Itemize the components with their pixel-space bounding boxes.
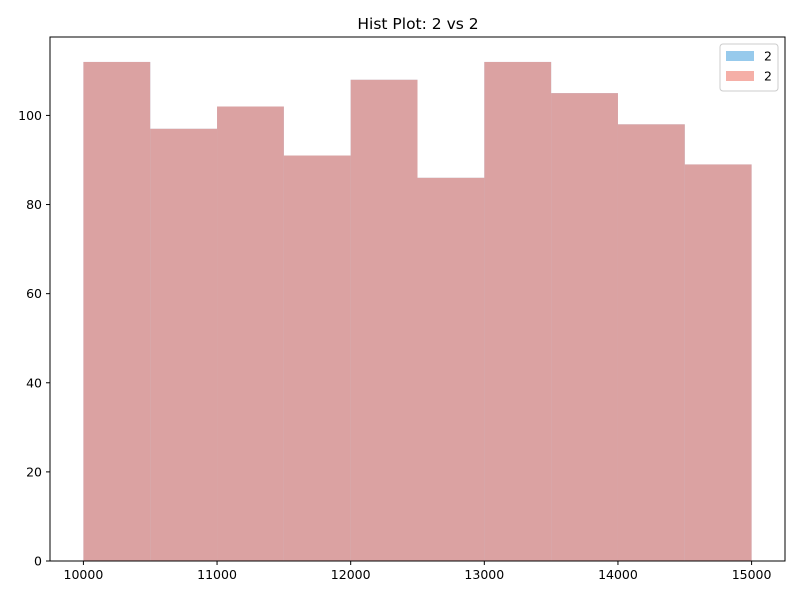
y-tick-label: 80 <box>26 197 42 212</box>
axes-layer: 10000 11000 12000 13000 14000 15000 0 20 40 60 80 1… <box>18 36 786 582</box>
x-tick-label: 11000 <box>197 567 237 582</box>
y-tick-label: 40 <box>26 375 42 390</box>
x-tick-label: 12000 <box>331 567 371 582</box>
y-tick-label: 100 <box>18 108 42 123</box>
x-tick-label: 13000 <box>464 567 504 582</box>
y-tick-label: 20 <box>26 464 42 479</box>
legend-swatch <box>726 71 754 81</box>
legend-label: 2 <box>764 69 772 84</box>
chart-title: Hist Plot: 2 vs 2 <box>357 15 478 33</box>
histogram-bar-series-2-bin-10 <box>684 164 752 562</box>
legend-swatch <box>726 51 754 61</box>
legend: 22 <box>719 43 779 92</box>
histogram-bar-series-2-bin-1 <box>83 61 151 561</box>
histogram-bar-series-2-bin-2 <box>150 128 218 561</box>
x-tick-label: 14000 <box>598 567 638 582</box>
histogram-bar-series-2-bin-6 <box>417 177 485 561</box>
histogram-bar-series-2-bin-4 <box>283 155 351 561</box>
histogram-bar-series-2-bin-7 <box>484 61 552 561</box>
y-tick-label: 60 <box>26 286 42 301</box>
legend-label: 2 <box>764 49 772 64</box>
histogram-bar-series-2-bin-8 <box>551 93 618 562</box>
bars-layer <box>83 61 752 562</box>
y-tick-label: 0 <box>34 554 42 569</box>
histogram-bar-series-2-bin-5 <box>350 79 418 561</box>
plot-frame <box>49 36 786 562</box>
x-tick-label: 15000 <box>732 567 772 582</box>
x-tick-label: 10000 <box>64 567 104 582</box>
histogram-bar-series-2-bin-3 <box>217 106 284 562</box>
histogram-bar-series-2-bin-9 <box>617 124 685 561</box>
